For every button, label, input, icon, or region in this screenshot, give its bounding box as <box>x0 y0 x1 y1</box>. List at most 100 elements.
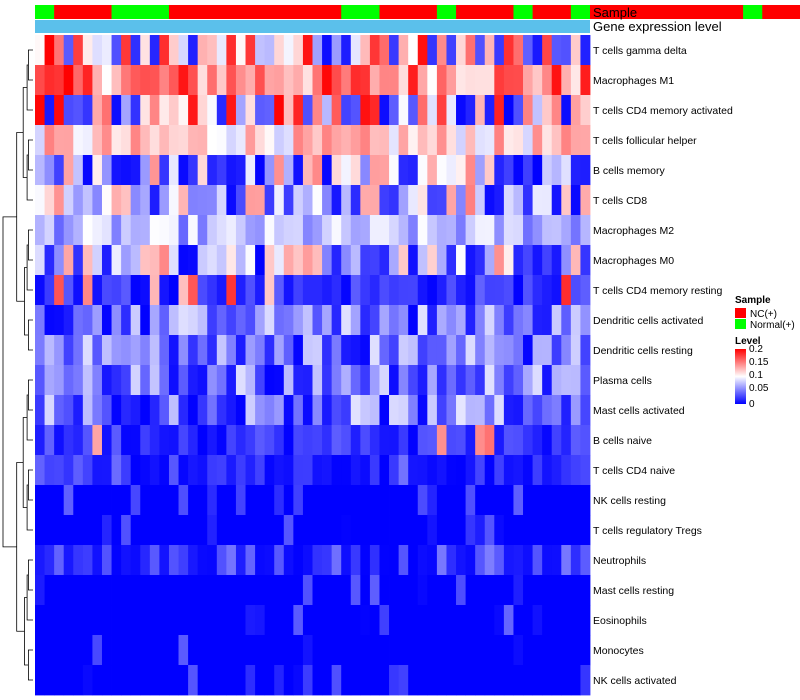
heatmap-cell <box>379 215 390 246</box>
heatmap-cell <box>149 305 160 336</box>
heatmap-cell <box>427 215 438 246</box>
heatmap-cell <box>456 455 466 486</box>
heatmap-cell <box>446 215 457 246</box>
heatmap-cell <box>130 605 141 636</box>
heatmap-cell <box>322 665 333 696</box>
heatmap-cell <box>73 335 84 366</box>
heatmap-cell <box>63 635 74 666</box>
heatmap-cell <box>369 455 380 486</box>
heatmap-cell <box>360 635 371 666</box>
heatmap-cell <box>379 275 390 306</box>
heatmap-cell <box>44 335 55 366</box>
row-label: Macrophages M2 <box>593 225 674 237</box>
heatmap-cell <box>283 635 294 666</box>
heatmap-cell <box>551 605 562 636</box>
heatmap-cell <box>264 455 275 486</box>
heatmap-cell <box>312 515 323 546</box>
heatmap-cell <box>465 545 476 576</box>
heatmap-cell <box>44 515 55 546</box>
heatmap-cell <box>350 635 361 666</box>
heatmap-cell <box>561 485 572 516</box>
heatmap-cell <box>436 605 447 636</box>
heatmap-cell <box>570 515 581 546</box>
heatmap-cell <box>207 155 218 186</box>
heatmap-cell <box>465 515 476 546</box>
heatmap-cell <box>417 485 428 516</box>
heatmap-cell <box>408 455 419 486</box>
heatmap-cell <box>331 305 342 336</box>
dendrogram-branch <box>22 417 28 508</box>
heatmap-cell <box>44 665 55 696</box>
heatmap-cell <box>322 65 333 96</box>
heatmap-cell <box>159 275 170 306</box>
heatmap-cell <box>168 575 179 606</box>
heatmap-cell <box>92 35 103 66</box>
heatmap-cell <box>542 635 553 666</box>
heatmap-cell <box>54 575 65 606</box>
heatmap-cell <box>465 635 476 666</box>
heatmap-cell <box>293 65 304 96</box>
heatmap-cell <box>111 65 122 96</box>
heatmap-cell <box>82 185 93 216</box>
heatmap-cell <box>235 245 246 276</box>
row-label: T cells regulatory Tregs <box>593 525 702 537</box>
heatmap-cell <box>130 95 141 126</box>
heatmap-cell <box>570 155 581 186</box>
heatmap-cell <box>513 155 524 186</box>
heatmap-cell <box>73 605 84 636</box>
heatmap-cell <box>465 605 476 636</box>
heatmap-cell <box>245 545 256 576</box>
heatmap-cell <box>302 425 313 456</box>
heatmap-cell <box>159 515 170 546</box>
heatmap-cell <box>245 515 256 546</box>
heatmap-cell <box>322 185 333 216</box>
heatmap-cell <box>456 365 466 396</box>
heatmap-cell <box>523 365 533 396</box>
heatmap-cell <box>264 335 275 366</box>
legend-sample-title: Sample <box>735 295 771 306</box>
heatmap-cell <box>149 485 160 516</box>
heatmap-cell <box>369 275 380 306</box>
heatmap-cell <box>245 215 256 246</box>
row-label: Macrophages M1 <box>593 75 674 87</box>
sample-group-segment <box>762 5 800 19</box>
heatmap-cell <box>456 245 466 276</box>
heatmap-cell <box>369 335 380 366</box>
heatmap-cell <box>149 245 160 276</box>
heatmap-cell <box>456 305 466 336</box>
heatmap-cell <box>293 125 304 156</box>
heatmap-cell <box>245 185 256 216</box>
heatmap-cell <box>255 365 266 396</box>
heatmap-cell <box>350 545 361 576</box>
dendrogram-branch <box>28 469 33 501</box>
heatmap-cell <box>293 455 304 486</box>
heatmap-cell <box>216 605 227 636</box>
heatmap-cell <box>140 395 151 426</box>
heatmap-cell <box>140 365 151 396</box>
heatmap-cell <box>427 185 438 216</box>
heatmap-cell <box>350 365 361 396</box>
heatmap-cell <box>369 125 380 156</box>
heatmap-cell <box>255 305 266 336</box>
dendrogram-branch <box>26 64 33 111</box>
heatmap-cell <box>551 275 562 306</box>
heatmap-cell <box>302 305 313 336</box>
heatmap-cell <box>178 365 189 396</box>
heatmap-cell <box>302 95 313 126</box>
heatmap-cell <box>92 185 103 216</box>
heatmap-cell <box>398 305 409 336</box>
heatmap-cell <box>159 185 170 216</box>
heatmap-cell <box>494 155 505 186</box>
heatmap-cell <box>532 125 543 156</box>
heatmap-cell <box>255 395 266 426</box>
heatmap-cell <box>494 365 505 396</box>
heatmap-cell <box>216 365 227 396</box>
heatmap-cell <box>475 245 486 276</box>
heatmap-cell <box>494 575 505 606</box>
heatmap-cell <box>494 305 505 336</box>
heatmap-cell <box>235 545 246 576</box>
heatmap-cell <box>140 545 151 576</box>
heatmap-cell <box>542 545 553 576</box>
heatmap-cell <box>341 395 352 426</box>
heatmap-cell <box>35 485 45 516</box>
